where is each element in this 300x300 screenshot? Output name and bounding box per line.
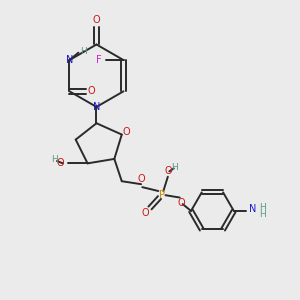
Text: P: P bbox=[159, 190, 165, 200]
Text: N: N bbox=[93, 102, 100, 112]
Text: O: O bbox=[164, 166, 172, 176]
Text: O: O bbox=[56, 158, 64, 168]
Text: H: H bbox=[259, 210, 266, 219]
Text: O: O bbox=[93, 15, 100, 25]
Text: F: F bbox=[96, 55, 102, 65]
Text: O: O bbox=[141, 208, 149, 218]
Text: H: H bbox=[171, 163, 178, 172]
Text: H: H bbox=[80, 47, 86, 56]
Text: N: N bbox=[66, 55, 73, 65]
Text: O: O bbox=[178, 198, 186, 208]
Text: H: H bbox=[52, 155, 58, 164]
Text: N: N bbox=[249, 204, 257, 214]
Text: O: O bbox=[88, 86, 96, 96]
Text: O: O bbox=[138, 174, 146, 184]
Text: H: H bbox=[259, 203, 266, 212]
Text: O: O bbox=[122, 127, 130, 136]
